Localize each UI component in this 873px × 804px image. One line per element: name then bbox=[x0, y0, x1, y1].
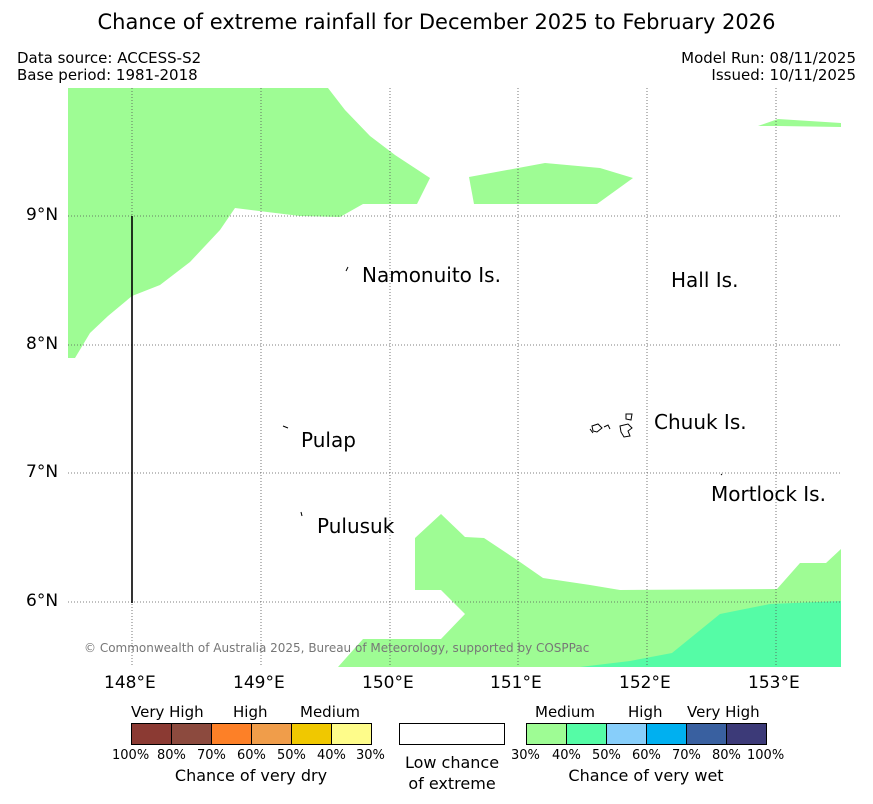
lon-label-153e: 153°E bbox=[748, 673, 800, 693]
wet-header-very-high: Very High bbox=[687, 703, 760, 721]
wet-header-high: High bbox=[628, 703, 663, 721]
lat-label-8n: 8°N bbox=[26, 334, 59, 354]
wet-tick-30: 30% bbox=[511, 748, 540, 763]
dry-swatch-1 bbox=[131, 723, 172, 745]
wet-region-northwest bbox=[68, 88, 430, 358]
dry-caption: Chance of very dry bbox=[174, 766, 328, 785]
wet-swatch-2 bbox=[566, 723, 607, 745]
wet-tick-80: 80% bbox=[712, 748, 741, 763]
dry-header-medium: Medium bbox=[300, 703, 360, 721]
dry-tick-100: 100% bbox=[112, 748, 150, 763]
dry-header-high: High bbox=[233, 703, 268, 721]
dry-tick-50: 50% bbox=[277, 748, 306, 763]
copyright-notice: © Commonwealth of Australia 2025, Bureau… bbox=[84, 641, 590, 655]
wet-region-north-central bbox=[469, 163, 633, 204]
dry-tick-60: 60% bbox=[237, 748, 266, 763]
dry-tick-80: 80% bbox=[157, 748, 186, 763]
data-source-text: Data source: ACCESS-S2 bbox=[17, 49, 202, 67]
meta-left: Data source: ACCESS-S2 Base period: 1981… bbox=[17, 50, 201, 84]
wet-swatch-1 bbox=[526, 723, 567, 745]
lon-label-150e: 150°E bbox=[362, 673, 414, 693]
place-label-pulusuk: Pulusuk bbox=[317, 514, 395, 538]
dry-swatch-2 bbox=[171, 723, 212, 745]
wet-swatch-6 bbox=[726, 723, 767, 745]
wet-swatch-3 bbox=[606, 723, 647, 745]
island-chuuk bbox=[589, 413, 633, 438]
lat-label-9n: 9°N bbox=[26, 205, 59, 225]
base-period-text: Base period: 1981-2018 bbox=[17, 66, 198, 84]
neutral-caption-line2: of extreme bbox=[408, 774, 496, 793]
place-label-namonuito: Namonuito Is. bbox=[362, 263, 501, 287]
dry-swatch-4 bbox=[251, 723, 292, 745]
wet-tick-100: 100% bbox=[747, 748, 785, 763]
wet-header-medium: Medium bbox=[535, 703, 595, 721]
island-outlines bbox=[282, 266, 723, 517]
dry-swatch-3 bbox=[211, 723, 252, 745]
neutral-caption-line1: Low chance bbox=[404, 753, 500, 772]
island-pulusuk bbox=[300, 511, 303, 517]
issued-text: Issued: 10/11/2025 bbox=[711, 66, 856, 84]
place-label-mortlock: Mortlock Is. bbox=[711, 482, 826, 506]
dry-tick-70: 70% bbox=[197, 748, 226, 763]
wet-region-southeast-higher bbox=[580, 601, 841, 667]
wet-swatch-4 bbox=[646, 723, 687, 745]
lon-label-148e: 148°E bbox=[104, 673, 156, 693]
dry-header-very-high: Very High bbox=[131, 703, 204, 721]
lat-label-7n: 7°N bbox=[26, 462, 59, 482]
place-label-hall: Hall Is. bbox=[671, 268, 739, 292]
lon-label-152e: 152°E bbox=[619, 673, 671, 693]
lon-label-151e: 151°E bbox=[490, 673, 542, 693]
island-pulap bbox=[282, 425, 289, 429]
wet-tick-70: 70% bbox=[672, 748, 701, 763]
place-label-chuuk: Chuuk Is. bbox=[654, 410, 747, 434]
wet-tick-60: 60% bbox=[632, 748, 661, 763]
meta-right: Model Run: 08/11/2025 Issued: 10/11/2025 bbox=[681, 50, 856, 84]
wet-caption: Chance of very wet bbox=[568, 766, 724, 785]
chart-title: Chance of extreme rainfall for December … bbox=[97, 10, 776, 34]
wet-tick-50: 50% bbox=[592, 748, 621, 763]
gridlines bbox=[68, 88, 841, 667]
dry-swatch-6 bbox=[331, 723, 372, 745]
place-label-pulap: Pulap bbox=[301, 428, 356, 452]
dry-tick-30: 30% bbox=[356, 748, 385, 763]
island-mortlock bbox=[720, 473, 723, 476]
dry-swatch-5 bbox=[291, 723, 332, 745]
neutral-swatch bbox=[399, 723, 505, 745]
dry-tick-40: 40% bbox=[317, 748, 346, 763]
lon-label-149e: 149°E bbox=[233, 673, 285, 693]
model-run-text: Model Run: 08/11/2025 bbox=[681, 49, 856, 67]
wet-region-northeast bbox=[758, 119, 841, 127]
island-namonuito bbox=[345, 266, 349, 272]
wet-swatch-5 bbox=[686, 723, 727, 745]
neutral-caption: Low chance of extreme bbox=[392, 752, 512, 794]
wet-tick-40: 40% bbox=[552, 748, 581, 763]
lat-label-6n: 6°N bbox=[26, 591, 59, 611]
